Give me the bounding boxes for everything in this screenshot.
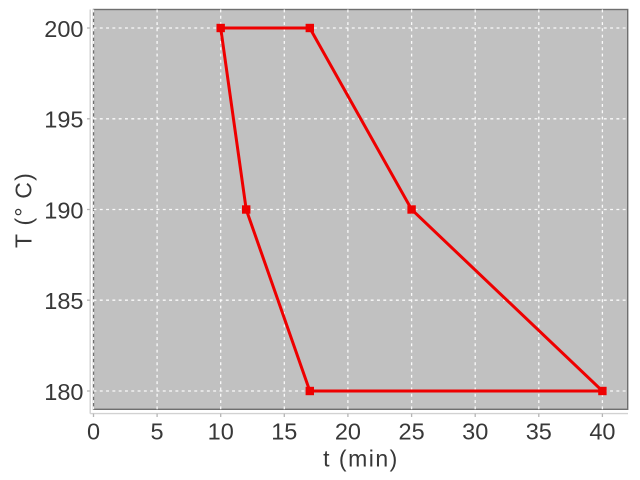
svg-text:200: 200 (44, 16, 83, 42)
svg-text:10: 10 (208, 419, 234, 445)
svg-text:t (min): t (min) (323, 446, 399, 472)
svg-text:20: 20 (335, 419, 361, 445)
svg-text:30: 30 (462, 419, 488, 445)
svg-text:15: 15 (271, 419, 297, 445)
svg-text:0: 0 (87, 419, 100, 445)
svg-text:40: 40 (589, 419, 615, 445)
svg-text:25: 25 (399, 419, 425, 445)
svg-text:180: 180 (44, 379, 83, 405)
svg-text:195: 195 (44, 107, 83, 133)
svg-text:35: 35 (526, 419, 552, 445)
svg-text:T (° C): T (° C) (11, 172, 37, 248)
svg-text:185: 185 (44, 288, 83, 314)
svg-text:5: 5 (151, 419, 164, 445)
svg-text:190: 190 (44, 197, 83, 223)
